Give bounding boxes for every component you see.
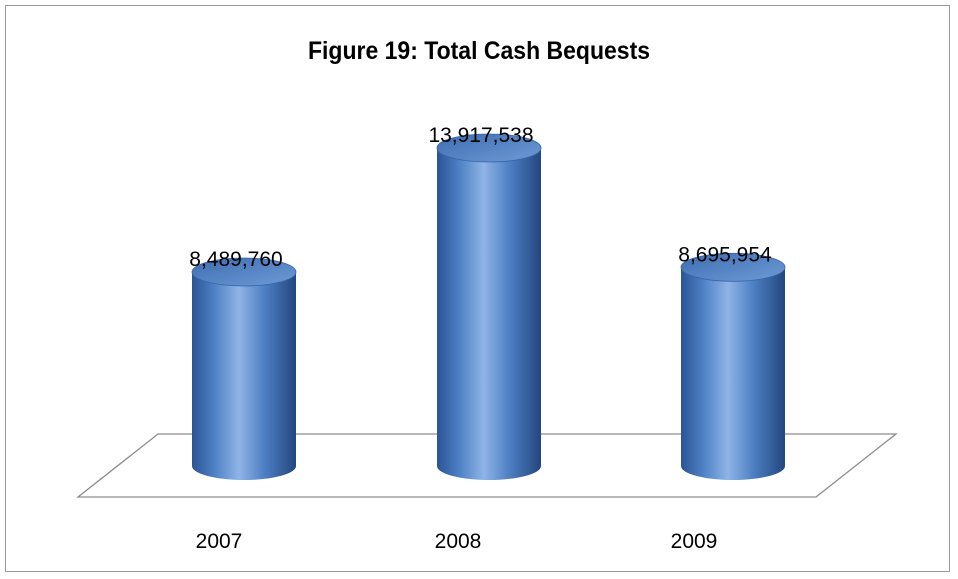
bar-2008 (436, 133, 542, 480)
bar-top-cap (436, 133, 542, 163)
bar-top-cap (191, 257, 297, 287)
x-tick-label: 2008 (435, 530, 482, 553)
bar-2009 (680, 252, 786, 480)
bar-body (437, 147, 541, 480)
x-tick-label: 2007 (196, 530, 243, 553)
x-tick-label: 2009 (671, 530, 718, 553)
value-label: 13,917,538 (428, 124, 533, 147)
value-label: 8,695,954 (678, 243, 772, 266)
bar-body (681, 267, 785, 480)
chart-title: Figure 19: Total Cash Bequests (307, 37, 651, 65)
bar-top-cap (680, 252, 786, 282)
bar-2007 (191, 257, 297, 480)
value-label: 8,489,760 (189, 248, 282, 271)
bar-body (192, 272, 296, 480)
